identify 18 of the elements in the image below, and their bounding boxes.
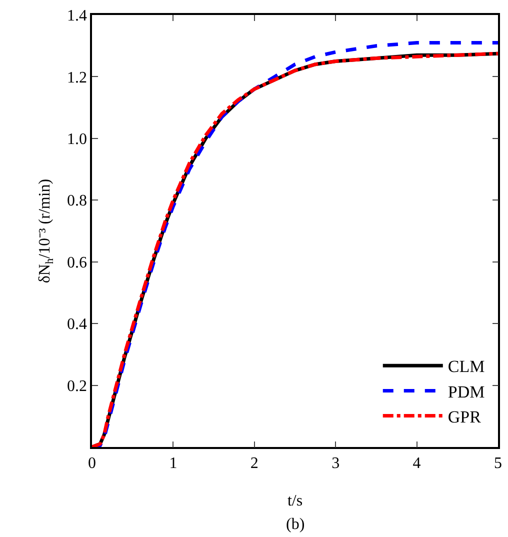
- legend-label: CLM: [448, 357, 485, 376]
- y-tick-label: 0.6: [67, 254, 88, 272]
- text: (b): [286, 516, 305, 533]
- y-tick-label: 1.4: [67, 8, 88, 25]
- x-axis-title: t/s: [287, 492, 303, 510]
- x-tick-label: 4: [412, 454, 421, 472]
- y-tick-label: 1.2: [67, 69, 88, 86]
- y-tick-label: 1.0: [67, 131, 88, 148]
- x-tick-label: 2: [250, 454, 258, 472]
- y-tick-label: 0.8: [67, 192, 88, 210]
- x-tick-label: 3: [332, 454, 340, 472]
- y-tick-label: 0.4: [67, 316, 88, 334]
- legend-label: PDM: [448, 382, 485, 402]
- legend-label: GPR: [448, 407, 482, 426]
- x-tick-label: 0: [88, 454, 96, 472]
- x-tick-label: 1: [169, 454, 178, 472]
- y-tick-label: 0.2: [67, 378, 88, 395]
- x-tick-label: 5: [494, 454, 502, 472]
